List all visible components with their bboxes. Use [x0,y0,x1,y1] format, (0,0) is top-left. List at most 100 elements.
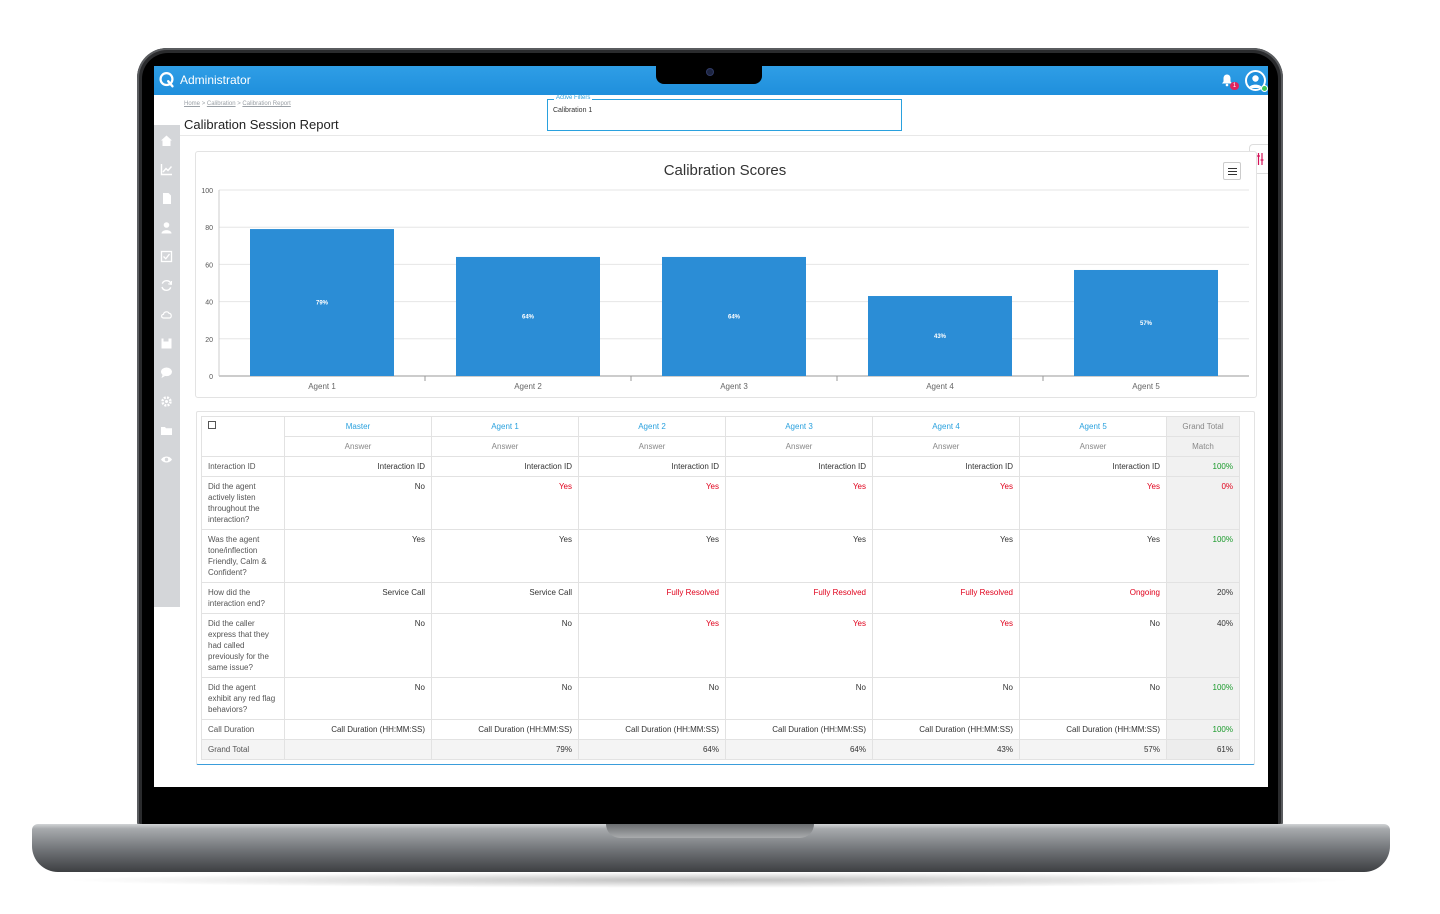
chat-icon[interactable] [160,366,173,379]
y-tick-label: 0 [209,374,213,381]
x-tick-label: Agent 4 [926,382,954,391]
y-tick-label: 80 [205,225,213,232]
answer-cell: Interaction ID [578,456,726,477]
match-cell: 100% [1166,677,1240,720]
table-row: Was the agent tone/inflection Friendly, … [201,529,1240,583]
answer-cell: No [872,677,1020,720]
page-title: Calibration Session Report [184,117,339,132]
sync-icon[interactable] [160,279,173,292]
breadcrumb-calibration-link[interactable]: Calibration [206,101,236,107]
answer-cell: Yes [725,476,873,530]
answer-cell: Ongoing [1019,582,1167,614]
y-tick-label: 20 [205,337,213,344]
column-subheader: Answer [578,436,726,457]
column-subheader: Match [1166,436,1240,457]
table-row: Call Duration Call Duration (HH:MM:SS) Cal… [201,719,1240,740]
answer-cell: Yes [578,529,726,583]
answer-cell: Interaction ID [1019,456,1167,477]
answer-cell: Interaction ID [431,456,579,477]
answer-cell: No [284,677,432,720]
user-avatar[interactable] [1245,70,1266,91]
answer-cell: Call Duration (HH:MM:SS) [578,719,726,740]
answer-cell: Yes [431,529,579,583]
answer-cell: Yes [1019,529,1167,583]
bar-data-label: 43% [934,334,947,340]
pivot-table-icon[interactable] [208,421,216,429]
camera-notch [656,66,762,84]
column-header[interactable]: Agent 4 [872,416,1020,437]
laptop-shadow [60,872,1360,888]
answer-cell: Call Duration (HH:MM:SS) [431,719,579,740]
app-title: Administrator [180,73,251,87]
question-cell: Interaction ID [201,456,285,477]
question-cell: Call Duration [201,719,285,740]
answer-cell: No [578,677,726,720]
match-cell: 40% [1166,613,1240,678]
x-tick-label: Agent 3 [720,382,748,391]
column-header[interactable]: Master [284,416,432,437]
table-row: Did the agent actively listen throughout… [201,476,1240,530]
bar-data-label: 79% [316,301,329,307]
breadcrumb-report-link[interactable]: Calibration Report [242,101,291,107]
bar-agent-5[interactable] [1074,269,1218,376]
column-header[interactable]: Agent 3 [725,416,873,437]
breadcrumb-separator: > [201,101,206,107]
checkbox-icon[interactable] [160,250,173,263]
column-subheader: Answer [1019,436,1167,457]
answer-cell: Yes [1019,476,1167,530]
gear-icon[interactable] [160,395,173,408]
answer-cell: Service Call [431,582,579,614]
answer-cell: Interaction ID [725,456,873,477]
home-icon[interactable] [160,134,173,147]
answer-cell: Yes [872,529,1020,583]
cloud-icon[interactable] [160,308,173,321]
match-cell: 100% [1166,719,1240,740]
y-tick-label: 100 [201,188,213,195]
active-filters-box[interactable]: Active Filters Calibration 1 [547,95,902,131]
question-cell: Did the agent actively listen throughout… [201,476,285,530]
answer-cell: Yes [578,613,726,678]
column-header[interactable]: Grand Total [1166,416,1240,437]
bar-agent-2[interactable] [456,256,600,376]
laptop-opening-notch [606,824,814,838]
breadcrumb-home-link[interactable]: Home [184,101,201,107]
column-header[interactable]: Agent 5 [1019,416,1167,437]
eye-icon[interactable] [160,453,173,466]
online-status-dot [1261,85,1268,92]
chart-icon[interactable] [160,163,173,176]
document-icon[interactable] [160,192,173,205]
match-cell: 0% [1166,476,1240,530]
grand-total-cell: 43% [872,739,1020,760]
answer-cell: Yes [284,529,432,583]
answer-cell: Yes [725,613,873,678]
user-icon[interactable] [160,221,173,234]
answer-cell: Call Duration (HH:MM:SS) [872,719,1020,740]
bar-data-label: 57% [1140,321,1153,327]
column-header[interactable]: Agent 2 [578,416,726,437]
answer-cell: Yes [872,613,1020,678]
x-tick-label: Agent 1 [308,382,336,391]
question-cell: Did the caller express that they had cal… [201,613,285,678]
bar-agent-3[interactable] [662,256,806,376]
question-cell: How did the interaction end? [201,582,285,614]
answer-cell: Fully Resolved [872,582,1020,614]
logo-icon [159,72,174,88]
match-cell: 100% [1166,456,1240,477]
y-tick-label: 40 [205,300,213,307]
camera-icon [707,69,713,75]
column-header[interactable]: Agent 1 [431,416,579,437]
active-filters-legend: Active Filters [554,95,593,101]
notification-badge: 1 [1230,82,1239,90]
chart-menu-button[interactable] [1223,162,1241,180]
answer-cell: Yes [431,476,579,530]
bar-agent-1[interactable] [250,229,394,376]
bar-agent-4[interactable] [868,296,1012,376]
bell-icon[interactable] [1220,73,1234,87]
answer-cell: Fully Resolved [578,582,726,614]
folder-icon[interactable] [160,424,173,437]
table-row: Interaction ID Interaction ID Interaction … [201,456,1240,477]
column-subheader: Answer [872,436,1020,457]
save-icon[interactable] [160,337,173,350]
grand-total-row: Grand Total 79% 64% 64% 43% 57% 61% [201,739,1240,760]
column-subheader: Answer [431,436,579,457]
